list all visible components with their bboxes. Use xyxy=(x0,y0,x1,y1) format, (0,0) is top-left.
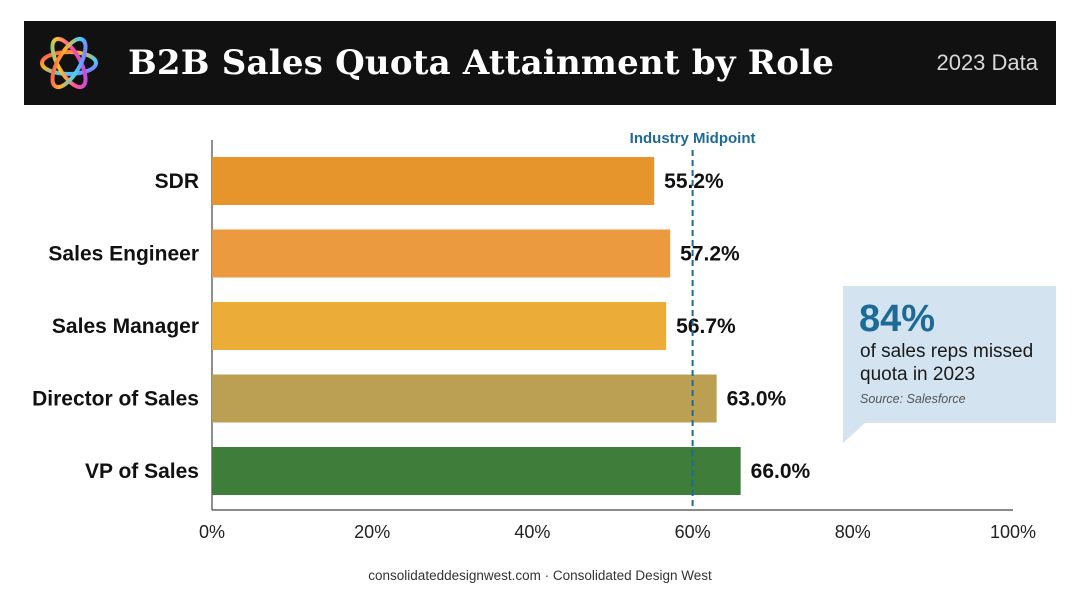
callout-source: Source: Salesforce xyxy=(860,392,966,406)
data-label: 55.2% xyxy=(664,170,724,193)
bar xyxy=(212,302,667,350)
data-label: 57.2% xyxy=(680,243,740,266)
stat-callout: 84% of sales reps missed quota in 2023 S… xyxy=(843,286,1056,443)
bar-chart: 0% 20% 40% 60% 80% 100% SDR 55.2% Sales Engineer… xyxy=(32,130,1036,542)
x-tick-label: 80% xyxy=(835,522,871,542)
category-label: Sales Manager xyxy=(52,315,199,338)
callout-text: of sales reps missed quota in 2023 xyxy=(860,341,1034,385)
x-tick-label: 20% xyxy=(354,522,390,542)
page-title: B2B Sales Quota Attainment by Role xyxy=(128,43,835,83)
data-year-label: 2023 Data xyxy=(936,50,1038,75)
category-label: VP of Sales xyxy=(85,460,199,483)
data-label: 63.0% xyxy=(727,388,787,411)
interlocking-rings-logo-icon xyxy=(40,36,98,90)
header-banner: B2B Sales Quota Attainment by Role 2023 … xyxy=(24,21,1056,105)
bar xyxy=(212,374,717,423)
x-tick-label: 60% xyxy=(675,522,711,542)
industry-midpoint-label: Industry Midpoint xyxy=(630,130,756,147)
bar xyxy=(212,229,671,278)
category-label: Director of Sales xyxy=(32,388,199,411)
x-tick-label: 40% xyxy=(514,522,550,542)
bar xyxy=(212,447,741,495)
category-label: SDR xyxy=(155,170,199,193)
bar xyxy=(212,157,655,205)
footer-credit: consolidateddesignwest.com · Consolidate… xyxy=(368,568,712,583)
callout-value: 84% xyxy=(859,298,936,340)
callout-bubble xyxy=(843,286,1056,443)
x-tick-label: 100% xyxy=(990,522,1036,542)
category-label: Sales Engineer xyxy=(48,243,199,266)
x-tick-label: 0% xyxy=(199,522,225,542)
data-label: 66.0% xyxy=(751,460,811,483)
data-label: 56.7% xyxy=(676,315,736,338)
